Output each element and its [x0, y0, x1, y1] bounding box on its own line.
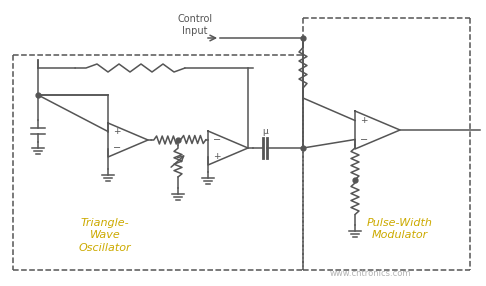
Text: −: −	[360, 134, 368, 144]
Text: Triangle-
Wave
Oscillator: Triangle- Wave Oscillator	[79, 218, 131, 253]
Text: www.cntronics.com: www.cntronics.com	[329, 269, 411, 278]
Text: +: +	[113, 127, 121, 136]
Text: Pulse-Width
Modulator: Pulse-Width Modulator	[367, 218, 433, 241]
Text: +: +	[360, 116, 367, 125]
Text: μ: μ	[262, 127, 268, 136]
Text: −: −	[213, 134, 221, 144]
Text: Control
Input: Control Input	[177, 14, 212, 36]
Text: −: −	[113, 144, 121, 154]
Text: +: +	[213, 152, 221, 161]
